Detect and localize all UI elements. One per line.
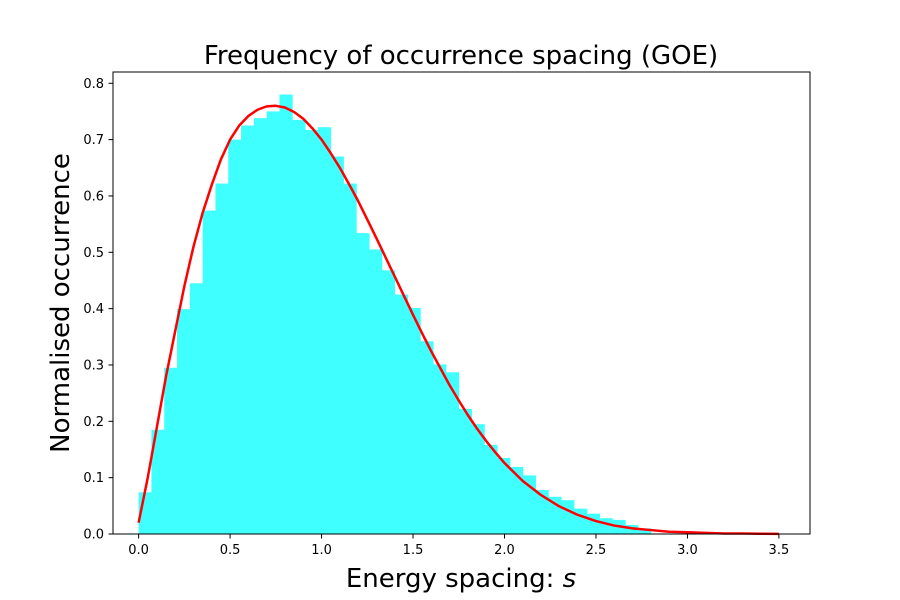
goe-curve-line	[137, 104, 779, 536]
histogram-bar	[279, 94, 293, 534]
chart-title: Frequency of occurrence spacing (GOE)	[204, 41, 718, 71]
x-tick-label: 3.0	[677, 543, 698, 558]
histogram-bar	[638, 528, 652, 534]
histogram-bar	[253, 118, 268, 534]
x-tick-label: 2.5	[586, 543, 607, 558]
histogram-bar	[407, 308, 421, 534]
y-tick-label: 0.7	[83, 133, 104, 148]
x-tick-label: 1.5	[403, 543, 424, 558]
x-tick-label: 1.0	[311, 543, 332, 558]
axes-frame	[112, 71, 811, 535]
histogram-bar	[317, 127, 332, 535]
histogram-bar	[420, 341, 434, 534]
histogram-bar	[599, 518, 613, 534]
histogram-bar	[394, 294, 408, 534]
y-tick-label: 0.2	[83, 415, 104, 430]
x-tick-label: 2.0	[494, 543, 515, 558]
histogram-bar	[471, 424, 485, 534]
histogram-bars	[138, 94, 652, 535]
histogram-bar	[343, 183, 357, 534]
histogram-bar	[445, 372, 460, 534]
histogram-bar	[433, 364, 447, 534]
histogram-bar	[215, 183, 229, 534]
y-tick-label: 0.8	[83, 77, 104, 92]
y-tick-label: 0.6	[83, 189, 104, 204]
x-tick-label: 3.5	[769, 543, 790, 558]
histogram-bar	[381, 270, 396, 534]
x-tick-label: 0.0	[128, 543, 149, 558]
histogram-bar	[151, 429, 165, 534]
y-tick-label: 0.0	[83, 528, 104, 543]
histogram-bar	[202, 210, 216, 534]
x-axis-label-prefix: Energy spacing:	[346, 564, 563, 594]
x-axis-label: Energy spacing: s	[346, 564, 576, 594]
histogram-bar	[356, 233, 370, 534]
y-tick-label: 0.5	[83, 246, 104, 261]
y-tick-label: 0.4	[83, 302, 104, 317]
histogram-bar	[561, 500, 575, 534]
histogram-bar	[164, 367, 178, 534]
histogram-bar	[330, 156, 344, 534]
histogram-bar	[305, 130, 319, 534]
histogram-bar	[484, 444, 498, 534]
histogram-bar	[458, 408, 472, 534]
y-axis-label: Normalised occurrence	[46, 153, 76, 453]
histogram-bar	[292, 119, 306, 534]
x-axis-label-symbol: s	[563, 564, 577, 594]
histogram-bar	[497, 457, 511, 534]
histogram-bar	[189, 283, 204, 534]
histogram-bar	[266, 111, 280, 534]
y-axis-ticks: 0.0 0.1 0.2 0.3 0.4 0.5 0.6 0.7 0.8	[83, 77, 113, 543]
x-axis-ticks: 0.0 0.5 1.0 1.5 2.0 2.5 3.0 3.5	[128, 534, 789, 558]
histogram-bar	[586, 513, 601, 534]
histogram-bar	[177, 309, 191, 534]
histogram-bar	[574, 508, 588, 534]
x-tick-label: 0.5	[220, 543, 241, 558]
histogram-bar	[241, 125, 255, 535]
histogram-bar	[369, 249, 383, 534]
histogram-bar	[535, 490, 549, 534]
histogram-bar	[228, 139, 242, 535]
y-tick-label: 0.1	[83, 471, 104, 486]
y-tick-label: 0.3	[83, 358, 104, 373]
histogram-bar	[522, 475, 536, 534]
histogram-bar	[509, 466, 524, 534]
